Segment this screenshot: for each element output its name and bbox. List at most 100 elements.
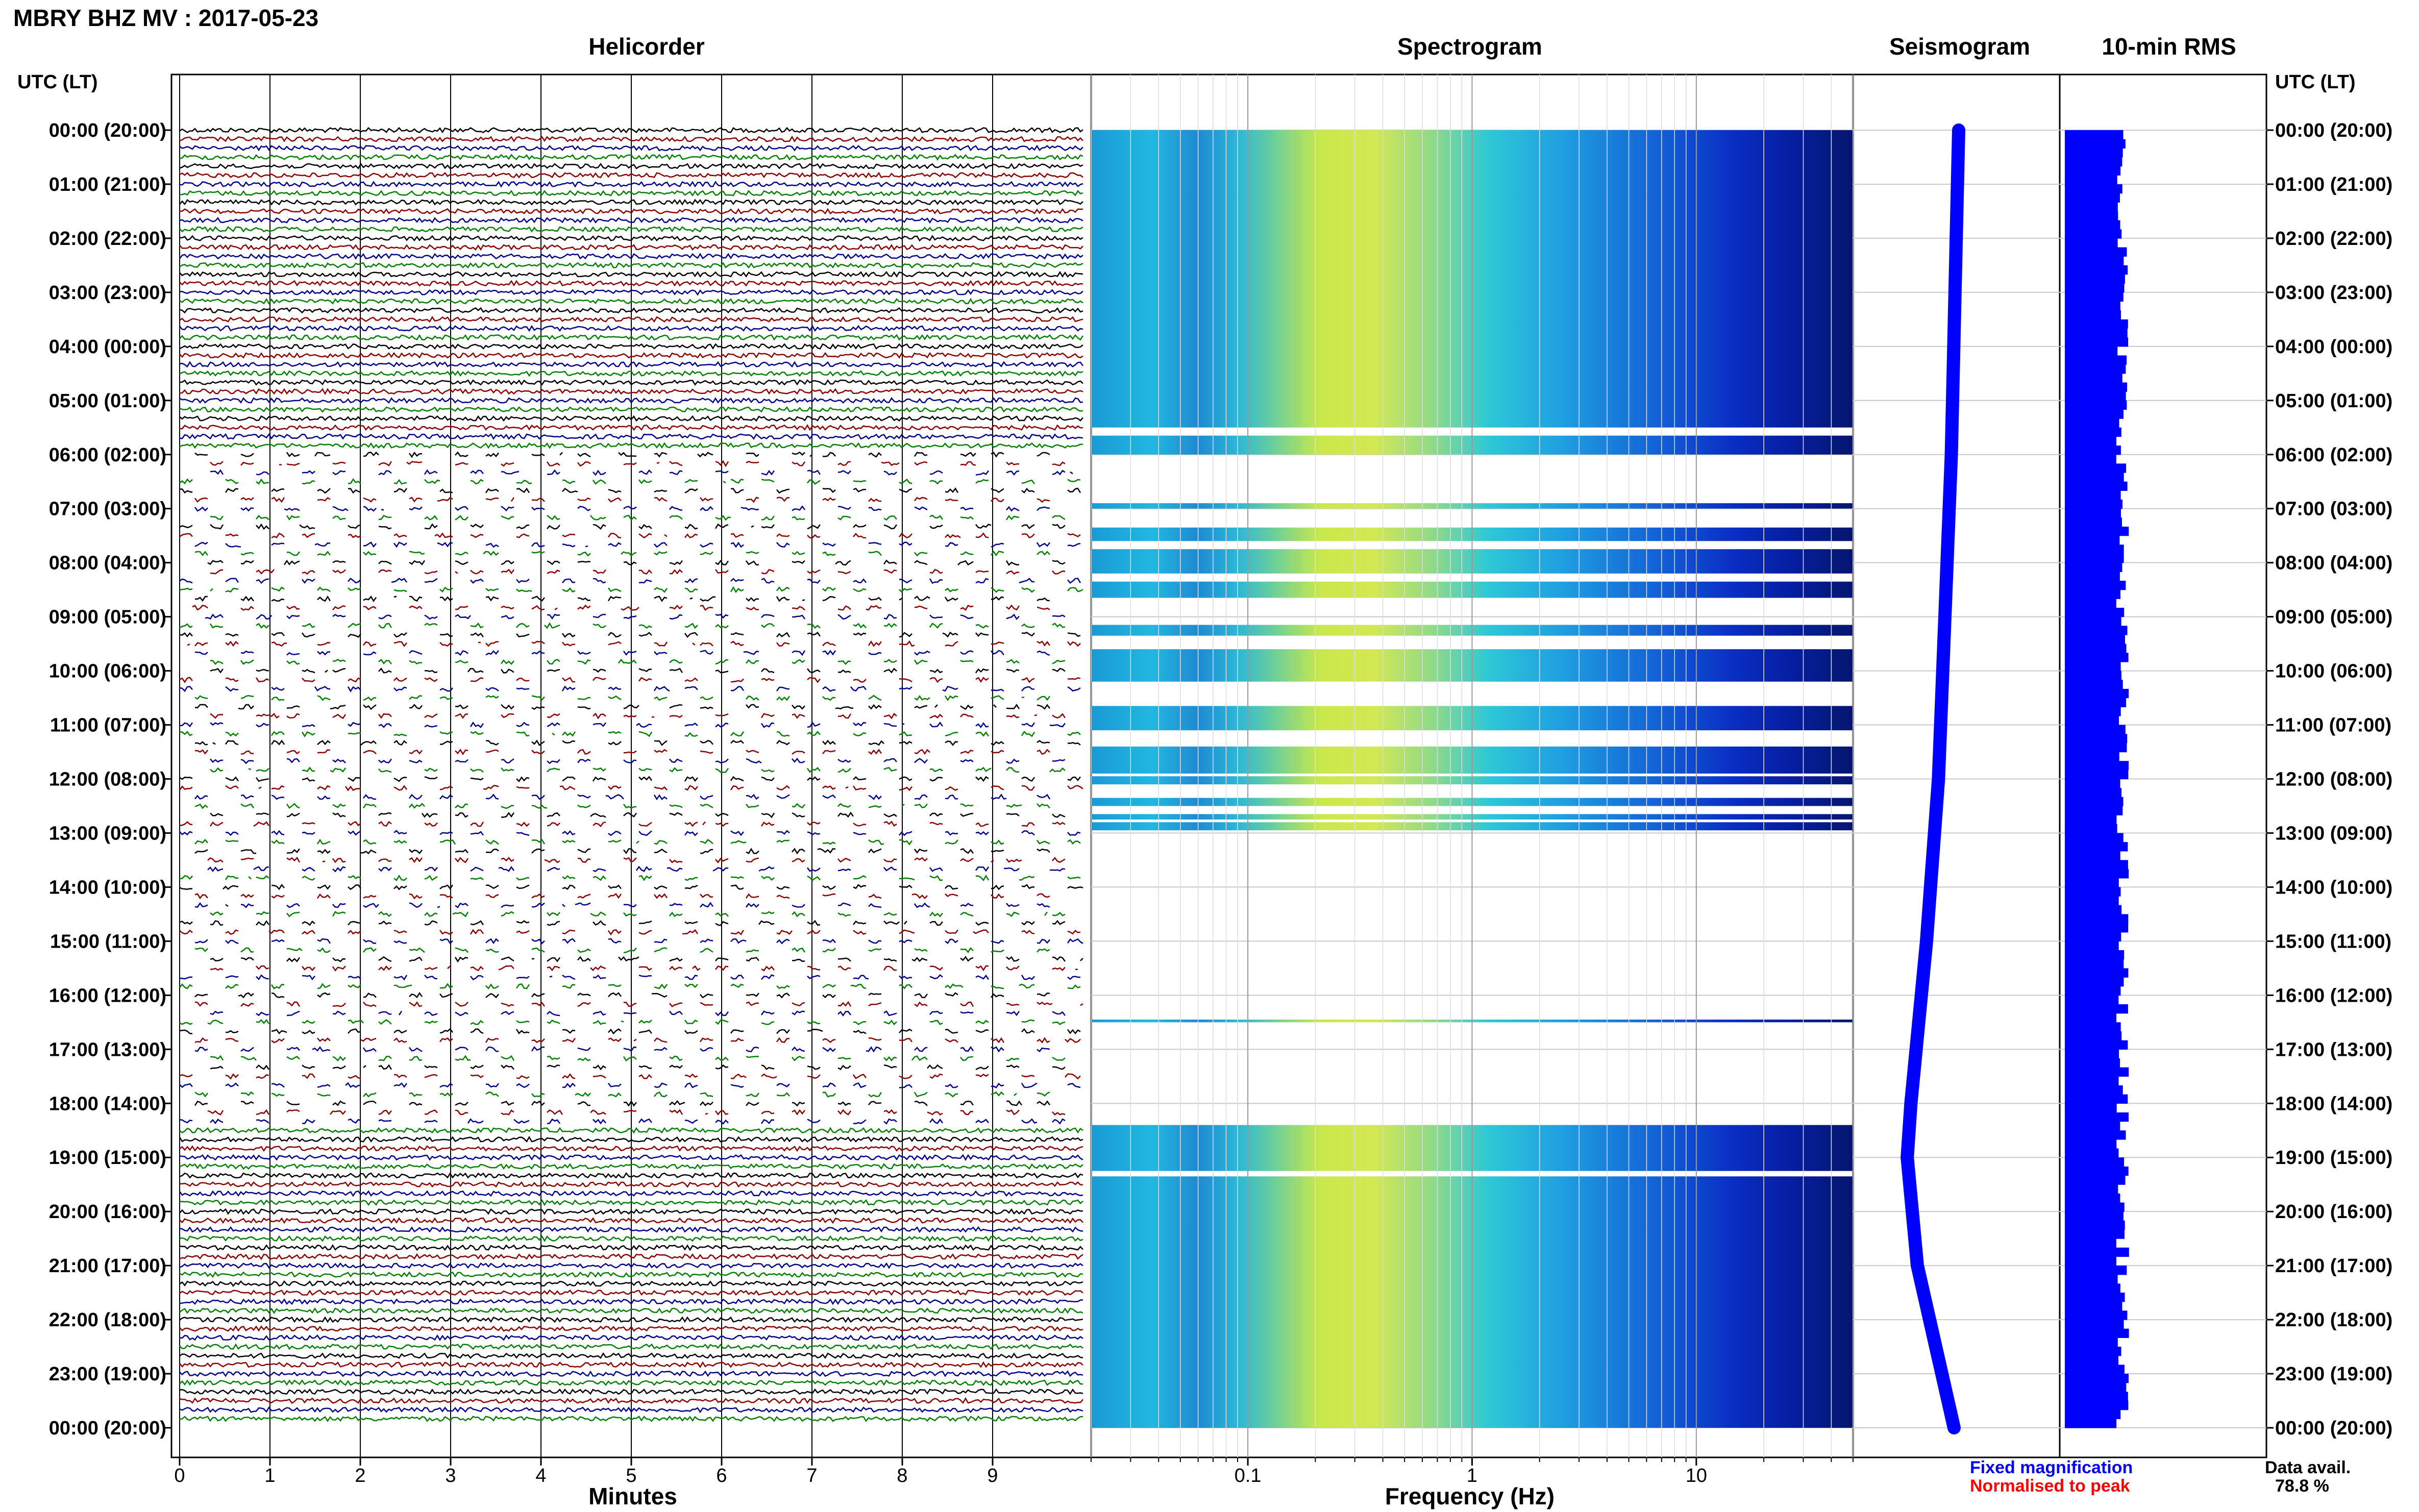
helicorder-trace [179,298,1083,305]
helicorder-trace [194,1001,1083,1007]
helicorder-trace [179,1397,1083,1404]
time-label-right: 16:00 (12:00) [2275,985,2392,1006]
helicorder-trace [210,759,1083,763]
time-label-left: 15:00 (11:00) [50,931,166,952]
helicorder-trace [179,883,1083,890]
helicorder-trace [179,280,1083,287]
helicorder-trace [179,135,1083,143]
time-label-right: 05:00 (01:00) [2275,390,2392,412]
data-avail-value: 78.8 % [2275,1476,2329,1496]
helicorder-x-tick-label: 6 [716,1465,727,1486]
rms-bar [2065,409,2124,419]
helicorder-trace [179,1307,1083,1315]
spectrogram-panel [1091,75,1854,1457]
helicorder-trace [179,1361,1083,1369]
rms-bar [2065,616,2121,626]
helicorder-trace [179,181,1083,188]
rms-bar [2065,427,2121,437]
rms-bar [2065,527,2129,536]
helicorder-trace [179,622,1066,629]
x-axis-ticks: 0 1 2 3 4 5 6 7 8 9 0.1 1 10 [174,1457,1854,1486]
helicorder-x-tick-label: 8 [897,1465,907,1486]
rms-bar [2065,500,2122,509]
rms-bar [2065,824,2117,834]
time-label-left: 08:00 (04:00) [49,553,166,574]
helicorder-trace [179,1244,1083,1251]
rms-bar [2065,797,2124,807]
spectrogram-title: Spectrogram [1397,33,1542,60]
time-label-left: 13:00 (09:00) [49,823,166,844]
helicorder-trace [179,1280,1083,1287]
helicorder-trace [195,948,1083,953]
rms-bar [2065,544,2124,554]
rms-bar [2065,229,2122,239]
helicorder-trace [210,965,1078,972]
helicorder-trace [179,730,1081,738]
helicorder-x-tick-label: 4 [535,1465,546,1486]
spectrogram-x-tick-label: 0.1 [1235,1465,1262,1486]
time-label-left: 02:00 (22:00) [49,228,166,250]
spectrogram-x-tick-label: 10 [1686,1465,1707,1486]
rms-bar [2065,869,2129,879]
helicorder-trace [179,1316,1083,1323]
rms-bar [2065,175,2117,185]
rms-bar [2065,148,2123,158]
helicorder-trace [207,1109,1066,1116]
helicorder-trace [210,1065,1073,1070]
rms-bar [2065,130,2124,140]
rms-bar [2065,490,2121,500]
helicorder-trace [179,1028,1081,1035]
time-label-right: 14:00 (10:00) [2275,877,2392,898]
rms-bar [2065,986,2121,996]
utc-header-right: UTC (LT) [2275,71,2356,93]
rms-bar [2065,959,2124,969]
helicorder-trace [210,568,1066,575]
helicorder-trace [179,776,1081,782]
rms-bar [2065,715,2119,726]
rms-bar [2065,535,2120,545]
rms-bar [2065,1121,2120,1131]
rms-bar [2065,896,2119,906]
rms-bar [2065,742,2127,753]
helicorder-trace [179,1271,1083,1278]
rms-bar [2065,1202,2125,1212]
rms-bar [2065,1076,2119,1086]
rms-bar [2065,337,2129,347]
rms-bar [2065,725,2126,734]
time-label-right: 22:00 (18:00) [2275,1309,2392,1331]
rms-bar [2065,1049,2119,1059]
helicorder-trace [195,597,1083,601]
time-label-left: 05:00 (01:00) [49,390,166,412]
helicorder-trace [210,911,1066,918]
helicorder-x-tick-label: 7 [806,1465,817,1486]
rms-bar [2065,1103,2117,1113]
rms-bar [2065,968,2129,978]
rms-bar [2065,1184,2118,1194]
helicorder-trace [179,1082,1081,1088]
helicorder-trace [210,712,1066,720]
rms-bar [2065,220,2120,230]
helicorder-trace [179,199,1083,206]
helicorder-trace [179,244,1083,251]
rms-bar [2065,1229,2125,1239]
helicorder-trace [179,415,1083,422]
rms-bar [2065,265,2128,275]
helicorder-trace [179,379,1083,386]
rms-bar [2065,508,2121,518]
helicorder-trace [179,586,1083,593]
helicorder-trace [195,696,1083,700]
time-label-right: 23:00 (19:00) [2275,1364,2392,1385]
helicorder-trace [195,498,1083,502]
rms-bar [2065,463,2127,473]
helicorder-trace [179,830,1081,836]
helicorder-trace [208,858,1083,862]
time-label-left: 17:00 (13:00) [49,1039,166,1060]
rms-bar [2065,1409,2121,1419]
helicorder-x-tick-label: 5 [626,1465,636,1486]
rms-bar [2065,851,2120,861]
helicorder-trace [195,651,1083,655]
rms-panel [2065,130,2129,1428]
helicorder-trace [187,640,1081,648]
helicorder-trace [179,1172,1083,1179]
